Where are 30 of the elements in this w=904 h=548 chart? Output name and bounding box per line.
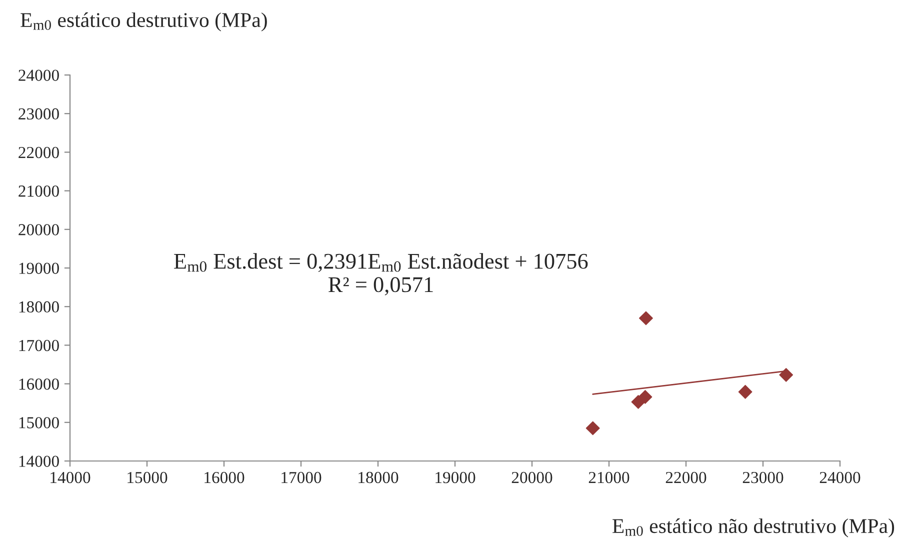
x-tick-label: 24000	[820, 472, 860, 484]
x-tick-label: 20000	[512, 472, 552, 484]
y-tick-label: 20000	[18, 224, 59, 236]
point	[738, 384, 752, 399]
y-tick-label: 19000	[19, 262, 59, 274]
y-tick-label: 23000	[18, 108, 59, 120]
y-tick-label: 21000	[18, 186, 59, 197]
x-tick-label: 14000	[50, 472, 90, 484]
y-tick-label: 16000	[19, 378, 59, 390]
annotation: E$_{m0}$ Est.dest = 0,2391E$_{m0}$ Est.nãodest + 10756 R² = 0,0571	[174, 253, 588, 296]
point	[586, 421, 600, 436]
point	[638, 311, 653, 326]
x-tick-label: 15000	[128, 472, 168, 484]
x-tick-label: 16000	[204, 472, 244, 484]
y-tick-label: 15000	[19, 417, 59, 428]
x-tick-label: 17000	[282, 472, 322, 484]
x-tick-label: 22000	[666, 472, 706, 484]
y-tick-label: 17000	[19, 340, 59, 352]
x-axis-title: E$_{m0}$ estático não destrutivo (MPa)	[612, 518, 894, 538]
x-tick-label: 19000	[436, 472, 476, 484]
x-tick-label: 21000	[588, 472, 630, 484]
x-tick-label: 23000	[742, 472, 784, 484]
y-tick-label: 22000	[18, 146, 59, 158]
x-tick-label: 18000	[358, 472, 398, 484]
y-tick-label: 24000	[18, 70, 59, 81]
point	[779, 368, 794, 382]
y-tick-label: 18000	[19, 301, 59, 313]
point	[638, 390, 652, 404]
y-tick-label: 14000	[19, 456, 59, 467]
y-axis-title: E$_{m0}$ estático destrutivo (MPa)	[20, 12, 267, 32]
